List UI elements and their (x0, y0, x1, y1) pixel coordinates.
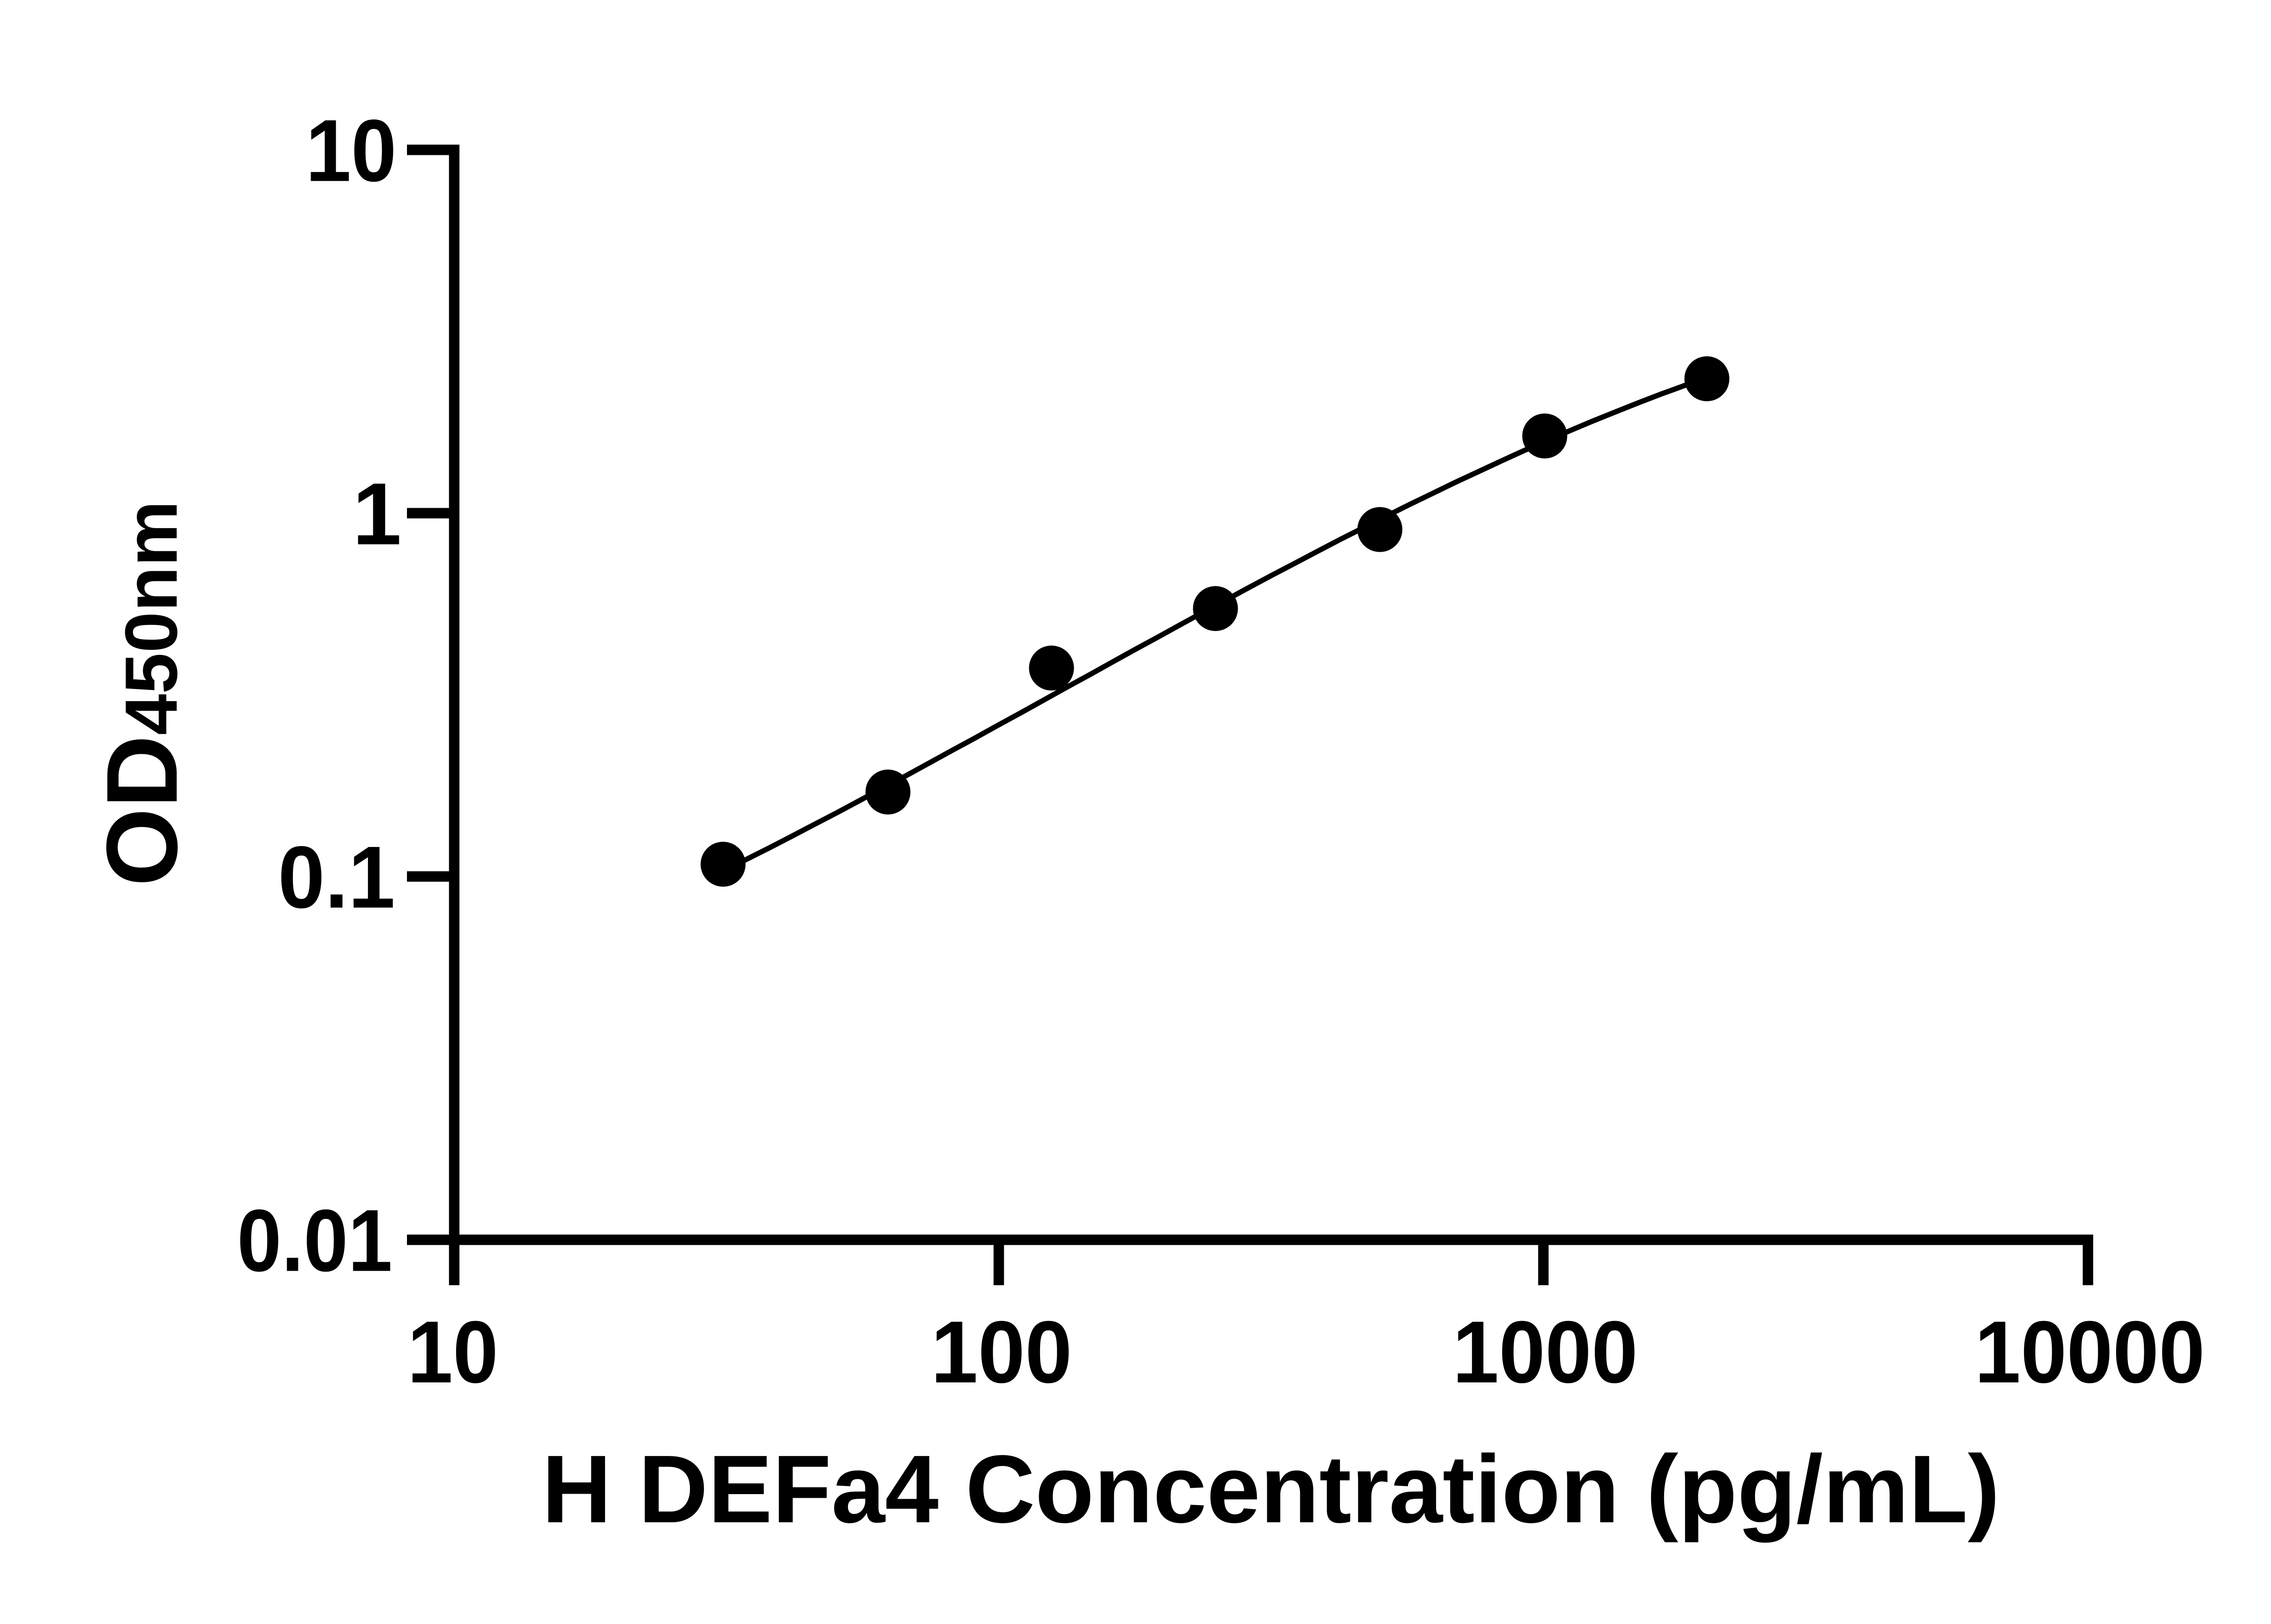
svg-text:0.1: 0.1 (278, 828, 395, 927)
svg-text:1: 1 (352, 465, 402, 564)
svg-text:H DEFa4 Concentration (pg/mL): H DEFa4 Concentration (pg/mL) (542, 1435, 2000, 1543)
svg-text:0.01: 0.01 (237, 1192, 392, 1290)
svg-text:10: 10 (306, 102, 397, 200)
svg-text:1000: 1000 (1453, 1303, 1638, 1401)
svg-text:10000: 10000 (1975, 1303, 2205, 1401)
svg-text:10: 10 (407, 1303, 498, 1401)
svg-text:100: 100 (931, 1303, 1072, 1401)
